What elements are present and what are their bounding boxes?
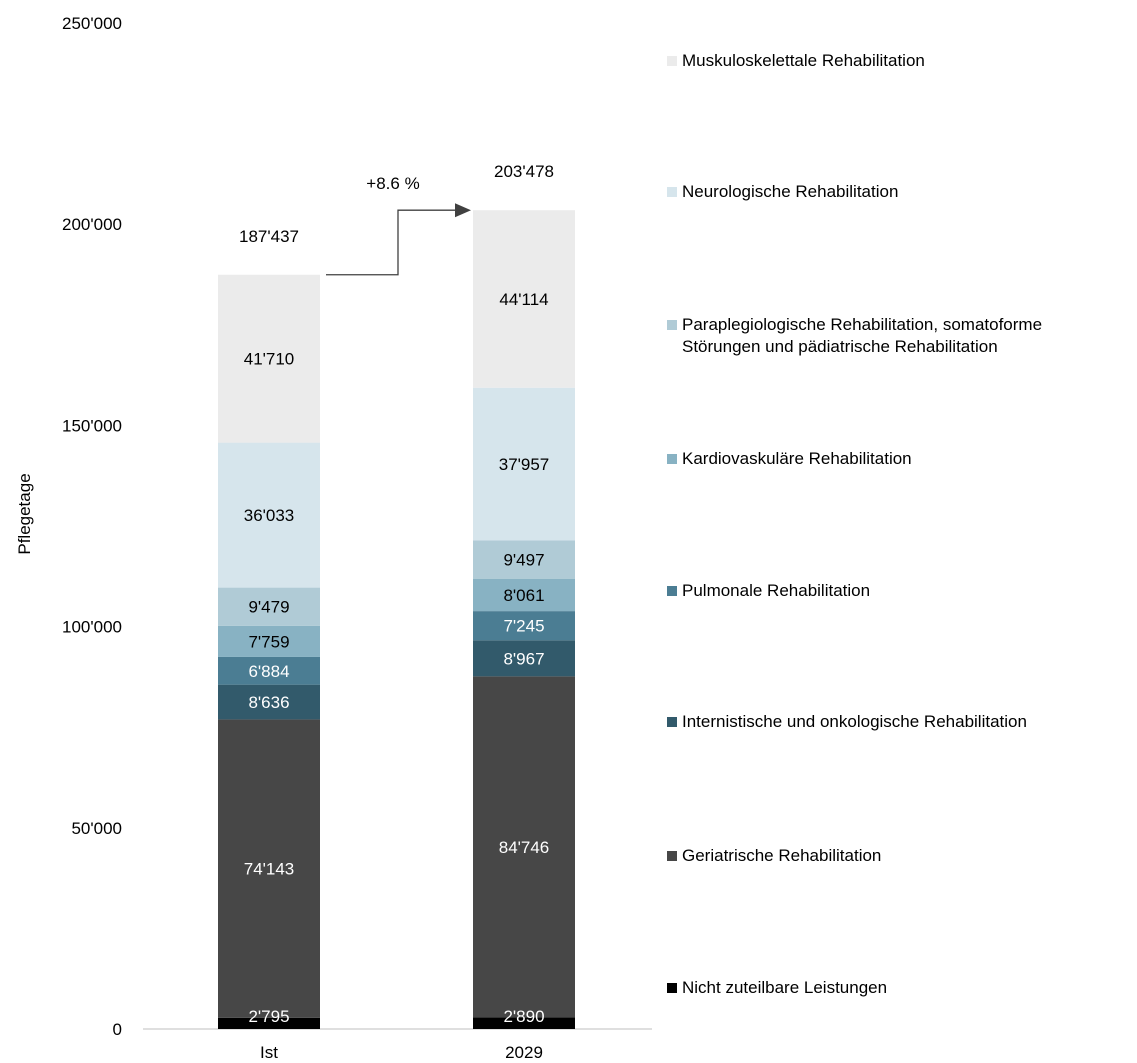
legend-swatch [667,586,677,596]
bar-segment [473,578,575,612]
legend-label: Störungen und pädiatrische Rehabilitatio… [682,337,998,356]
bar-segment [218,274,320,443]
bar-segment [218,442,320,588]
segment-value-label: 36'033 [244,506,295,525]
bar-segment [473,611,575,641]
y-tick-label: 200'000 [62,215,122,234]
y-tick-label: 0 [113,1020,122,1039]
bar-segment [473,210,575,388]
bar-segment [218,656,320,685]
segment-value-label: 44'114 [499,290,548,309]
segment-value-label: 84'746 [499,838,550,857]
legend-swatch [667,983,677,993]
legend: Muskuloskelettale Rehabilitation Neurolog… [667,51,1042,997]
bar-segment [218,719,320,1018]
legend-swatch [667,454,677,464]
bar-total-label: 187'437 [239,227,299,246]
bar-segment [473,387,575,541]
bar-segment [218,1017,320,1029]
segment-value-label: 8'061 [503,586,544,605]
bar-segment [473,540,575,579]
segment-value-label: 41'710 [244,350,295,369]
y-tick-label: 100'000 [62,618,122,637]
legend-swatch [667,851,677,861]
legend-label: Muskuloskelettale Rehabilitation [682,51,925,70]
segment-value-label: 9'479 [248,598,289,617]
segment-value-label: 7'245 [503,617,544,636]
legend-label: Nicht zuteilbare Leistungen [682,978,887,997]
y-tick-label: 150'000 [62,416,122,435]
segment-value-label: 7'759 [248,632,289,651]
legend-swatch [667,717,677,727]
legend-swatch [667,320,677,330]
segment-value-label: 2'890 [503,1007,544,1026]
segment-value-label: 8'967 [503,649,544,668]
bar-segment [218,684,320,720]
growth-arrow: +8.6 % [326,174,471,276]
bar-segment [473,1017,575,1029]
segment-value-label: 74'143 [244,860,295,879]
legend-swatch [667,187,677,197]
legend-label: Paraplegiologische Rehabilitation, somat… [682,315,1042,334]
y-tick-label: 250'000 [62,14,122,33]
legend-label: Kardiovaskuläre Rehabilitation [682,449,912,468]
x-tick-label: 2029 [505,1043,543,1062]
growth-label: +8.6 % [366,174,419,193]
growth-arrow-head [455,203,471,218]
y-axis-label: Pflegetage [15,473,34,554]
legend-label: Internistische und onkologische Rehabili… [682,712,1027,731]
segment-value-label: 2'795 [248,1007,289,1026]
segment-value-label: 8'636 [248,693,289,712]
y-axis-ticks: 0 50'000 100'000 150'000 200'000 250'000 [62,14,122,1039]
segment-value-label: 37'957 [499,455,550,474]
growth-arrow-line [326,209,457,276]
legend-label: Geriatrische Rehabilitation [682,846,881,865]
bar-segment [218,587,320,626]
bar-segment [218,625,320,657]
bars [218,210,575,1029]
x-axis-tick-labels: Ist 2029 [260,1043,543,1062]
bar-total-label: 203'478 [494,162,554,181]
legend-label: Pulmonale Rehabilitation [682,581,870,600]
segment-value-label: 6'884 [248,662,289,681]
legend-label: Neurologische Rehabilitation [682,182,898,201]
x-tick-label: Ist [260,1043,278,1062]
total-labels: 187'437 203'478 [239,162,554,246]
bar-segment [473,640,575,677]
bar-segment [473,676,575,1018]
segment-labels: 2'795 74'143 8'636 6'884 7'759 9'479 36'033 41'… [244,290,550,1026]
legend-swatch [667,56,677,66]
segment-value-label: 9'497 [503,551,544,570]
y-tick-label: 50'000 [71,819,122,838]
